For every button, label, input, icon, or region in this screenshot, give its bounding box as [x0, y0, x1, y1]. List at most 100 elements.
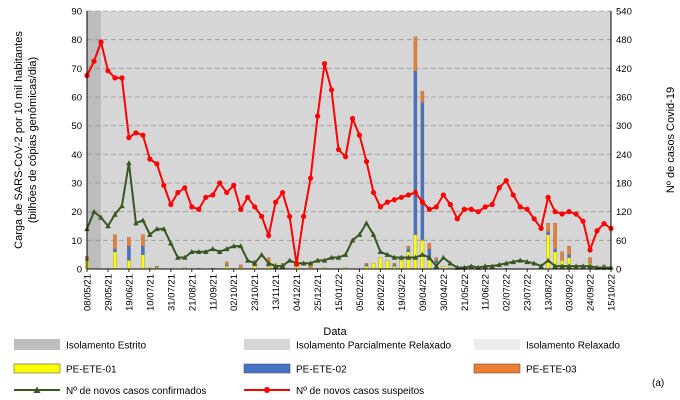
bar-PE-ETE-03-11 — [364, 263, 369, 265]
point-suspected-40 — [363, 158, 370, 165]
point-suspected-47 — [412, 189, 418, 196]
legend-label-line-0: Nº de novos casos confirmados — [66, 386, 206, 397]
point-confirmed-63 — [524, 259, 530, 265]
bar-PE-ETE-03-5 — [224, 261, 229, 265]
point-suspected-54 — [461, 206, 467, 212]
point-suspected-62 — [517, 204, 523, 210]
point-confirmed-28 — [279, 263, 286, 269]
point-confirmed-62 — [517, 257, 523, 263]
y2-tick-label-9: 540 — [616, 7, 632, 18]
y2-tick-label-5: 300 — [616, 121, 632, 132]
legend-label-bar-2: PE-ETE-03 — [526, 365, 577, 376]
point-confirmed-68 — [559, 263, 565, 269]
point-suspected-37 — [342, 154, 349, 160]
y2-tick-label-3: 180 — [616, 179, 632, 190]
bar-PE-ETE-03-21 — [567, 245, 571, 255]
legend-label-bar-0: PE-ETE-01 — [66, 365, 117, 376]
point-suspected-32 — [307, 175, 314, 181]
point-suspected-31 — [300, 213, 307, 220]
point-confirmed-1 — [91, 208, 97, 214]
point-confirmed-38 — [349, 237, 356, 243]
y-tick-label-7: 70 — [71, 64, 82, 75]
point-suspected-1 — [91, 58, 97, 64]
legend-marker-1 — [264, 387, 270, 393]
bar-PE-ETE-01-21 — [378, 257, 383, 270]
point-suspected-74 — [601, 221, 607, 227]
x-tick-label-5: 21/08/21 — [187, 274, 198, 311]
bar-PE-ETE-03-3 — [141, 234, 145, 247]
plot-area — [84, 10, 614, 270]
x-tick-label-17: 30/04/22 — [439, 274, 450, 311]
point-suspected-64 — [531, 216, 537, 222]
point-suspected-29 — [287, 213, 293, 220]
bar-PE-ETE-01-3 — [141, 254, 145, 270]
y-tick-label-5: 50 — [71, 121, 82, 132]
point-confirmed-64 — [531, 260, 537, 266]
x-tick-label-19: 11/06/22 — [481, 274, 492, 310]
point-suspected-24 — [252, 204, 258, 210]
point-confirmed-13 — [175, 254, 181, 260]
y-tick-label-3: 30 — [71, 179, 82, 190]
bar-PE-ETE-01-25 — [406, 251, 411, 270]
bar-PE-ETE-03-19 — [553, 222, 557, 250]
point-confirmed-41 — [370, 231, 377, 237]
x-tick-label-23: 03/09/22 — [565, 274, 576, 311]
point-confirmed-5 — [119, 203, 125, 209]
y-tick-label-9: 90 — [71, 7, 82, 18]
point-confirmed-51 — [440, 254, 447, 260]
point-confirmed-23 — [244, 257, 251, 263]
x-tick-label-2: 19/06/21 — [124, 274, 135, 311]
x-tick-label-22: 13/08/22 — [544, 274, 555, 311]
x-tick-label-13: 05/02/22 — [355, 274, 366, 311]
point-confirmed-8 — [140, 217, 146, 223]
point-suspected-42 — [377, 204, 384, 210]
legend-swatch-isolation-0 — [14, 339, 60, 350]
x-tick-label-18: 21/05/22 — [460, 274, 471, 311]
y-tick-label-2: 20 — [71, 207, 82, 218]
point-suspected-7 — [133, 130, 139, 136]
point-suspected-68 — [559, 211, 565, 217]
point-suspected-30 — [294, 261, 300, 267]
point-confirmed-50 — [433, 263, 440, 269]
point-confirmed-49 — [426, 254, 433, 260]
bar-PE-ETE-02-9 — [406, 248, 411, 252]
point-confirmed-72 — [587, 263, 593, 269]
point-confirmed-44 — [391, 254, 398, 260]
y-axis-title-line-2: (bilhões de cópias genômicas/dia) — [27, 57, 39, 223]
point-suspected-4 — [112, 75, 118, 81]
point-suspected-16 — [196, 206, 202, 212]
point-suspected-60 — [503, 178, 509, 184]
point-confirmed-29 — [286, 257, 293, 263]
point-suspected-59 — [496, 185, 502, 191]
y2-tick-label-0: 0 — [616, 265, 621, 276]
x-tick-label-24: 24/09/22 — [586, 274, 597, 311]
point-suspected-28 — [280, 189, 286, 196]
point-suspected-55 — [468, 206, 474, 212]
point-confirmed-52 — [447, 260, 454, 266]
y2-tick-label-7: 420 — [616, 64, 632, 75]
point-suspected-36 — [335, 146, 342, 153]
bar-PE-ETE-03-15 — [420, 91, 425, 103]
bar-PE-ETE-03-22 — [588, 257, 592, 264]
point-confirmed-55 — [468, 263, 475, 269]
y2-tick-label-8: 480 — [616, 35, 632, 46]
point-confirmed-69 — [566, 263, 572, 269]
point-suspected-17 — [203, 194, 209, 200]
point-confirmed-57 — [482, 263, 489, 269]
point-confirmed-10 — [154, 226, 160, 232]
point-confirmed-21 — [230, 243, 237, 249]
point-suspected-23 — [245, 194, 251, 200]
point-suspected-50 — [433, 204, 439, 210]
x-tick-label-1: 29/05/21 — [103, 274, 114, 311]
bar-PE-ETE-01-24 — [399, 260, 404, 270]
x-tick-label-0: 08/05/21 — [83, 274, 94, 311]
point-confirmed-3 — [105, 223, 111, 229]
point-confirmed-17 — [202, 249, 209, 255]
point-suspected-38 — [349, 115, 356, 122]
point-confirmed-6 — [126, 160, 132, 166]
point-confirmed-67 — [552, 263, 558, 269]
bar-PE-ETE-03-4 — [155, 265, 159, 268]
point-confirmed-14 — [182, 254, 188, 260]
bar-PE-ETE-03-1 — [113, 234, 117, 250]
point-suspected-13 — [175, 189, 181, 196]
